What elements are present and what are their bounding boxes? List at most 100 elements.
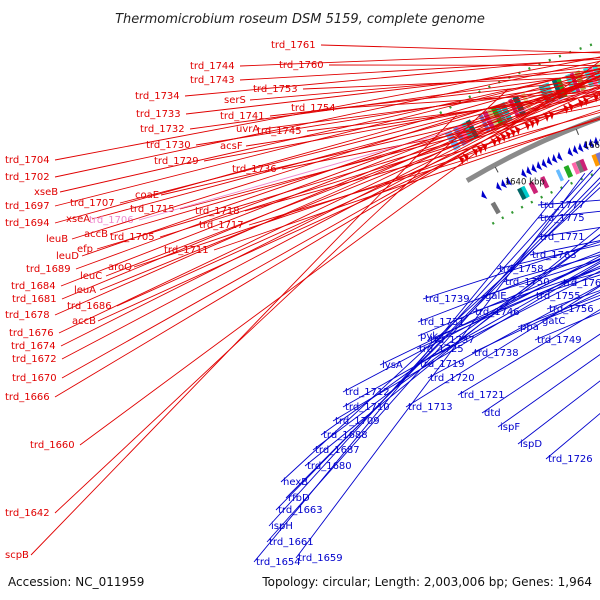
forward-gene-arrow (543, 112, 550, 122)
reverse-gene-label: trd_1731 (420, 317, 465, 328)
forward-label-leader (81, 76, 600, 257)
reverse-gene-arrow (481, 190, 488, 199)
forward-gene-label: scpB (5, 550, 29, 561)
reverse-gene-label: ispF (500, 422, 520, 433)
forward-gene-label: trd_1761 (271, 40, 316, 51)
reverse-gene-label: trd_1659 (298, 553, 343, 564)
forward-label-leader (306, 94, 600, 132)
forward-gene-label: xseA (66, 214, 90, 225)
reverse-gene-label: galE (485, 291, 507, 302)
forward-label-leader (54, 88, 509, 514)
forward-gene-label: trd_1732 (140, 124, 185, 135)
forward-label-leader (116, 87, 600, 307)
reverse-label-leader (295, 172, 586, 559)
reverse-gene-arrow (506, 176, 512, 186)
forward-label-leader (239, 58, 600, 81)
cog-block-forward (574, 70, 587, 91)
forward-gene-label: trd_1734 (135, 91, 180, 102)
forward-gene-label: trd_1760 (279, 60, 324, 71)
forward-label-leader (59, 68, 600, 193)
reverse-gene-label: trd_1710 (345, 402, 390, 413)
reverse-gene-arrow (496, 181, 503, 191)
forward-gene-label: trd_1741 (220, 111, 265, 122)
reverse-gene-label: trd_1713 (408, 402, 453, 413)
cog-block-reverse (528, 181, 539, 195)
reverse-gene-label: gatC (542, 316, 565, 327)
reverse-gene-arrow (583, 140, 589, 151)
reverse-label-leader (481, 333, 600, 414)
forward-gene-label: leuA (74, 285, 96, 296)
forward-gene-label: leuD (56, 251, 79, 262)
cog-block-reverse (540, 175, 550, 189)
reverse-label-leader (320, 233, 600, 436)
genome-summary: Topology: circular; Length: 2,003,006 bp… (261, 575, 592, 589)
reverse-gene-arrow (552, 154, 558, 164)
forward-label-leader (328, 64, 600, 66)
reverse-label-leader (379, 258, 600, 366)
cog-block-reverse (595, 152, 600, 166)
forward-gene-label: trd_1681 (12, 294, 57, 305)
forward-gene-label: trd_1672 (12, 354, 57, 365)
forward-gene-label: trd_1689 (26, 264, 71, 275)
forward-label-leader (54, 75, 600, 316)
reverse-label-leader (275, 177, 600, 511)
reverse-gene-arrow (572, 145, 579, 155)
gc-inner-ring (491, 170, 600, 225)
reverse-gene-label: trd_1739 (425, 294, 470, 305)
reverse-gene-label: trd_1777 (540, 200, 585, 211)
forward-label-leader (54, 70, 600, 224)
reverse-gene-label: ispD (520, 439, 542, 450)
forward-gene-label: trd_1684 (11, 281, 56, 292)
forward-label-leader (54, 67, 600, 207)
reverse-gene-label: trd_1709 (335, 416, 380, 427)
forward-label-leader (109, 91, 600, 235)
forward-label-leader (184, 57, 600, 97)
cog-block-reverse (563, 165, 574, 179)
reverse-gene-label: hexB (283, 477, 308, 488)
reverse-label-leader (312, 233, 600, 451)
reverse-label-leader (537, 199, 600, 206)
forward-gene-label: leuC (80, 271, 102, 282)
kbp-tick (575, 129, 579, 135)
footer-band (0, 572, 600, 600)
forward-label-leader (245, 90, 600, 147)
cog-block-reverse (517, 186, 528, 201)
forward-gene-label: uvrA (236, 124, 259, 135)
reverse-gene-label: trd_1726 (548, 454, 593, 465)
forward-label-leader (79, 60, 600, 446)
reverse-label-leader (471, 291, 600, 354)
forward-gene-label: trd_1670 (12, 373, 57, 384)
reverse-gene-label: trd_1771 (540, 232, 585, 243)
reverse-gene-arrow (536, 161, 543, 171)
forward-gene-label: trd_1743 (190, 75, 235, 86)
reverse-label-leader (417, 259, 600, 337)
forward-label-leader (119, 79, 600, 204)
forward-gene-label: trd_1730 (146, 140, 191, 151)
forward-gene-label: trd_1707 (70, 198, 115, 209)
forward-label-leader (105, 85, 600, 277)
reverse-label-leader (417, 251, 600, 323)
forward-label-leader (60, 75, 600, 287)
forward-gene-label: trd_1642 (5, 508, 50, 519)
reverse-gene-arrow (546, 156, 553, 166)
backbone-ticks: 1640 kbp1660 kbp1680 kbp1700 kbp1720 kbp… (494, 129, 600, 188)
forward-label-leader (248, 118, 600, 226)
reverse-gene-label: trd_1775 (540, 213, 585, 224)
reverse-gene-label: trd_1758 (499, 264, 544, 275)
forward-gene-label: trd_1753 (253, 84, 298, 95)
forward-gene-label: trd_1744 (190, 61, 235, 72)
forward-label-leader (61, 75, 600, 300)
forward-label-leader (30, 114, 457, 556)
reverse-label-leader (496, 244, 600, 270)
kbp-tick (494, 166, 499, 173)
forward-gene-label: trd_1733 (136, 109, 181, 120)
forward-gene-label: trd_1674 (11, 341, 56, 352)
forward-gene-label: xseB (34, 187, 58, 198)
forward-gene-label: trd_1666 (5, 392, 50, 403)
reverse-gene-arrow (521, 168, 528, 178)
forward-gene-label: trd_1754 (291, 103, 336, 114)
forward-gene-label: trd_1686 (67, 301, 112, 312)
forward-gene-label: coaE (135, 190, 159, 201)
forward-gene-label: leuB (46, 234, 68, 245)
reverse-gene-arrow (541, 158, 548, 168)
